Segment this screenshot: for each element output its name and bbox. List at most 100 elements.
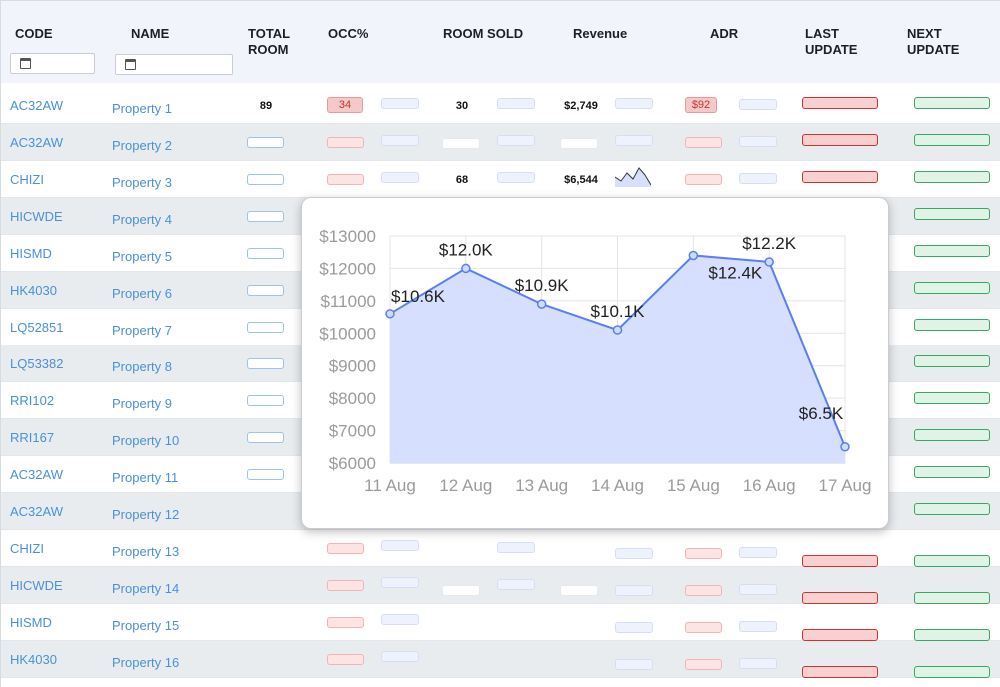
total-room-placeholder: [247, 137, 284, 148]
property-name[interactable]: Property 10: [112, 433, 180, 448]
x-tick-label: 11 Aug: [364, 476, 416, 495]
property-name[interactable]: Property 9: [112, 396, 172, 411]
revenue-sparkline[interactable]: [614, 165, 652, 187]
property-code[interactable]: HICWDE: [10, 209, 63, 224]
next-update-bar: [914, 171, 990, 183]
property-name[interactable]: Property 2: [112, 138, 172, 153]
data-label: $10.1K: [591, 302, 646, 321]
adr-placeholder: [685, 585, 722, 596]
property-name[interactable]: Property 12: [112, 507, 180, 522]
revenue-placeholder: [560, 138, 598, 149]
header-last-update: LAST UPDATE: [805, 26, 858, 57]
y-tick-label: $6000: [329, 454, 376, 473]
name-date-filter[interactable]: [115, 54, 233, 75]
next-update-bar: [914, 355, 990, 367]
adr-trend-placeholder: [739, 658, 777, 669]
property-code[interactable]: AC32AW: [10, 135, 63, 150]
revenue-trend-placeholder: [615, 659, 653, 670]
property-name[interactable]: Property 13: [112, 544, 180, 559]
next-update-bar: [914, 97, 990, 109]
room-sold-trend-placeholder: [497, 172, 535, 183]
data-label: $12.4K: [708, 263, 763, 282]
room-sold-value: 30: [455, 100, 469, 112]
total-room-placeholder: [247, 395, 284, 406]
property-code[interactable]: HISMD: [10, 246, 52, 261]
total-room-placeholder: [247, 358, 284, 369]
total-room-placeholder: [247, 174, 284, 185]
property-name[interactable]: Property 3: [112, 175, 172, 190]
property-code[interactable]: AC32AW: [10, 467, 63, 482]
occ-trend-placeholder: [381, 577, 419, 588]
property-name[interactable]: Property 8: [112, 359, 172, 374]
next-update-bar: [914, 629, 990, 641]
last-update-bar: [802, 629, 878, 641]
room-sold-trend-placeholder: [497, 98, 535, 109]
data-point: [385, 309, 395, 319]
table-row: HK4030 Property 16: [1, 641, 1000, 678]
property-code[interactable]: CHIZI: [10, 541, 44, 556]
property-name[interactable]: Property 14: [112, 581, 180, 596]
adr-badge: $92: [685, 97, 717, 113]
revenue-trend-placeholder: [615, 585, 653, 596]
occ-trend-placeholder: [381, 614, 419, 625]
data-label: $12.0K: [439, 240, 494, 259]
last-update-bar: [802, 171, 878, 183]
property-name[interactable]: Property 5: [112, 249, 172, 264]
next-update-bar: [914, 208, 990, 220]
property-name[interactable]: Property 1: [112, 101, 172, 116]
next-update-bar: [914, 319, 990, 331]
data-point: [536, 299, 547, 309]
last-update-bar: [802, 134, 878, 146]
property-code[interactable]: HICWDE: [10, 578, 63, 593]
property-code[interactable]: RRI102: [10, 393, 55, 408]
header-adr: ADR: [710, 26, 739, 41]
next-update-bar: [914, 592, 990, 604]
table-row: CHIZI Property 13: [1, 530, 1000, 567]
property-code[interactable]: LQ52851: [10, 320, 64, 335]
property-code[interactable]: LQ53382: [10, 356, 64, 371]
property-name[interactable]: Property 6: [112, 286, 172, 301]
data-label: $12.2K: [742, 234, 797, 253]
property-code[interactable]: CHIZI: [10, 172, 44, 187]
x-tick-label: 13 Aug: [515, 476, 568, 495]
adr-trend-placeholder: [739, 136, 777, 147]
data-point: [840, 442, 850, 452]
next-update-bar: [914, 466, 990, 478]
property-name[interactable]: Property 7: [112, 323, 172, 338]
data-label: $10.6K: [391, 287, 446, 306]
total-room-placeholder: [247, 211, 284, 222]
header-name: NAME: [131, 26, 170, 41]
calendar-icon: [125, 59, 136, 70]
area-fill: [390, 255, 845, 463]
table-row: AC32AW Property 2: [1, 124, 1000, 161]
table-row: HICWDE Property 14: [1, 567, 1000, 604]
occ-placeholder: [327, 543, 364, 554]
next-update-bar: [914, 282, 990, 294]
last-update-bar: [802, 97, 878, 109]
y-tick-label: $8000: [329, 389, 376, 408]
property-code[interactable]: RRI167: [10, 430, 55, 445]
adr-placeholder: [685, 174, 722, 185]
x-tick-label: 15 Aug: [667, 476, 720, 495]
property-code[interactable]: HK4030: [10, 652, 57, 667]
y-tick-label: $9000: [329, 357, 376, 376]
data-point: [612, 325, 623, 335]
property-name[interactable]: Property 16: [112, 655, 180, 670]
property-name[interactable]: Property 11: [112, 470, 179, 485]
property-name[interactable]: Property 4: [112, 212, 172, 227]
occ-placeholder: [327, 654, 364, 665]
property-code[interactable]: HK4030: [10, 283, 57, 298]
total-room-value: 89: [259, 100, 273, 112]
next-update-bar: [914, 429, 990, 441]
property-code[interactable]: AC32AW: [10, 504, 63, 519]
adr-trend-placeholder: [739, 99, 777, 110]
property-code[interactable]: HISMD: [10, 615, 52, 630]
property-name[interactable]: Property 15: [112, 618, 180, 633]
next-update-bar: [914, 245, 990, 257]
adr-placeholder: [685, 659, 722, 670]
header-code: CODE: [15, 26, 53, 41]
code-date-filter[interactable]: [10, 53, 95, 74]
property-code[interactable]: AC32AW: [10, 98, 63, 113]
occ-placeholder: [327, 580, 364, 591]
